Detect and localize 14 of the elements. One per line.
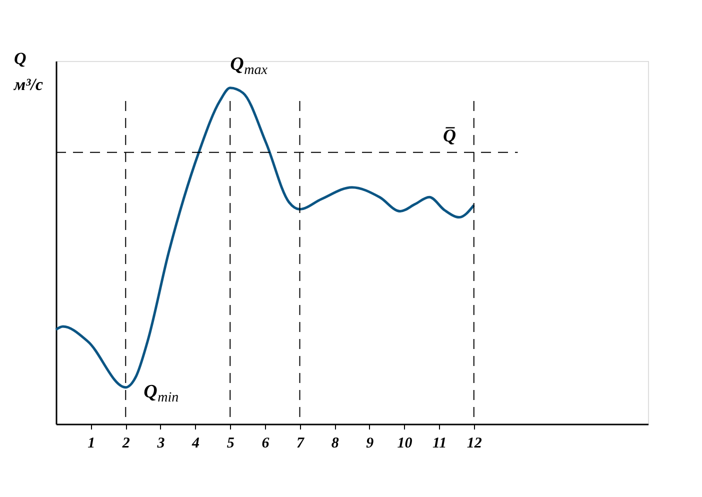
x-tick-label: 1 [88,436,96,452]
x-tick-label: 8 [331,436,340,452]
x-tick-label: 7 [296,436,305,452]
x-tick-label: 11 [432,436,447,452]
x-tick-label: 12 [466,436,482,452]
x-tick-label: 5 [226,436,235,452]
x-tick-label: 6 [262,436,270,452]
ref-line-label: Q̅ [443,125,456,146]
x-tick-label: 9 [366,436,374,452]
y-axis-title: Q м³/с [13,49,44,94]
x-tick-label: 10 [397,436,413,452]
x-tick-label: 2 [121,436,130,452]
x-tick-label: 4 [191,436,200,452]
x-tick-label: 3 [156,436,166,452]
